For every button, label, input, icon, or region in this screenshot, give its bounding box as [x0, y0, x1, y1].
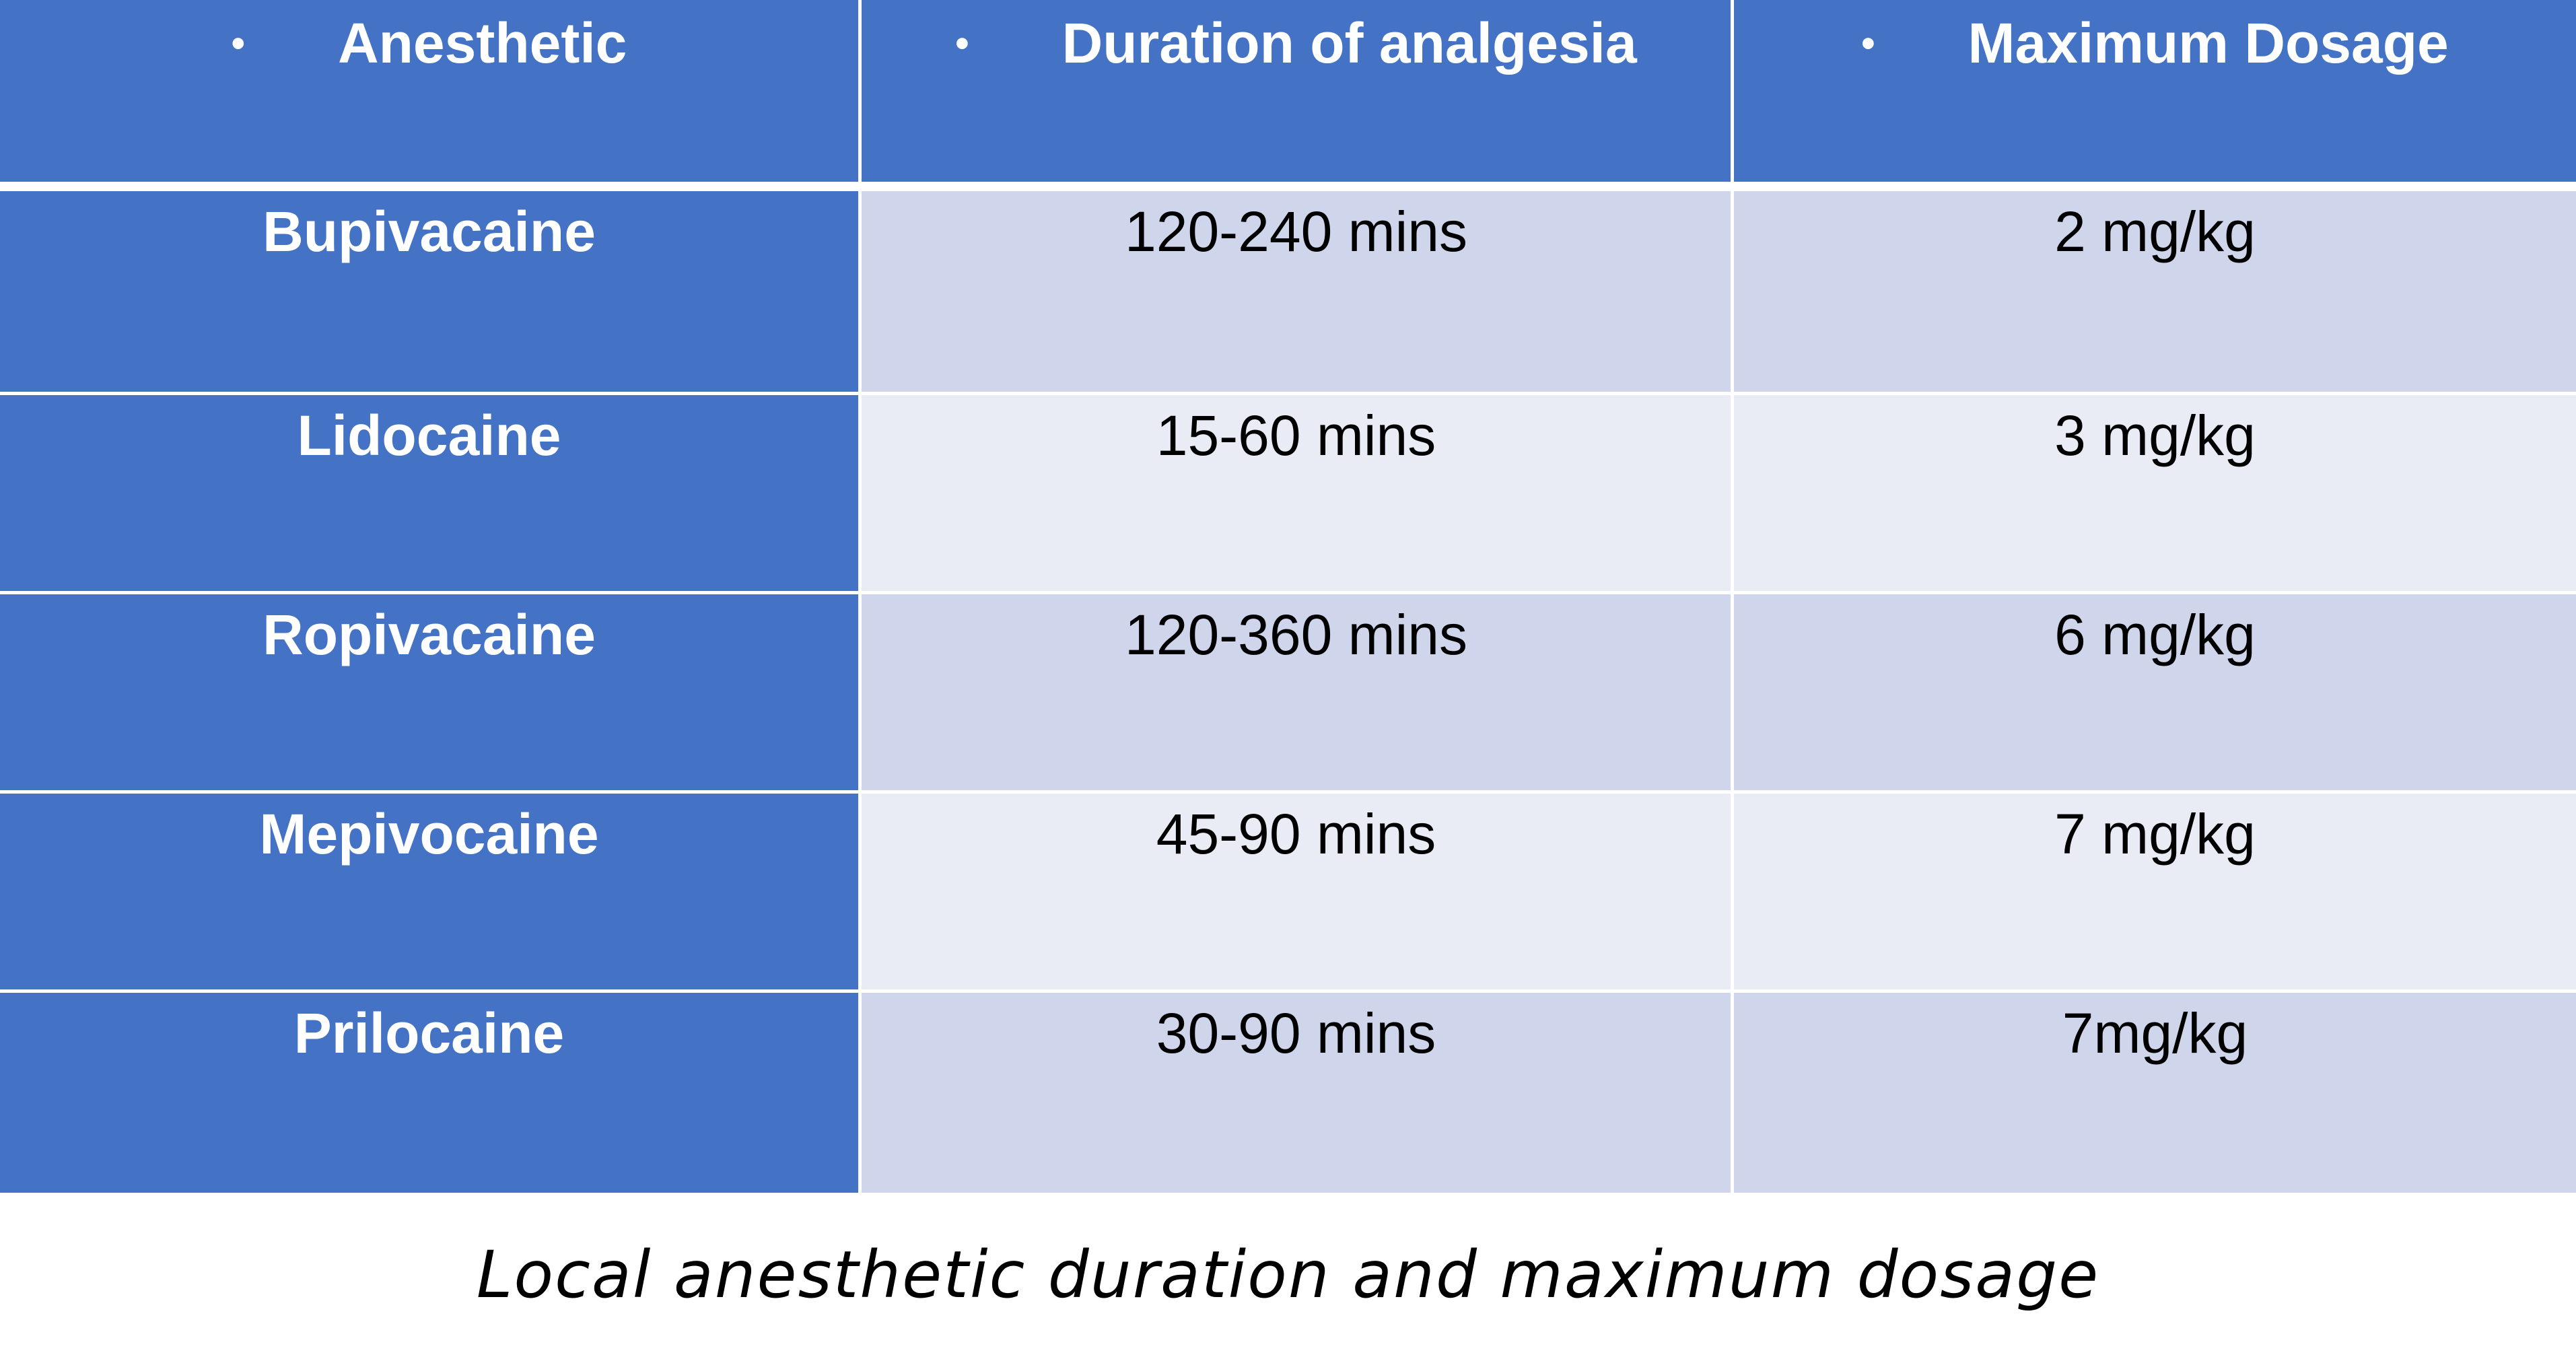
cell-anesthetic: Prilocaine [0, 989, 858, 1193]
cell-dosage: 6 mg/kg [1731, 591, 2576, 790]
header-duration: • Duration of analgesia [858, 0, 1731, 191]
header-max-dosage: • Maximum Dosage [1731, 0, 2576, 191]
cell-anesthetic: Mepivocaine [0, 790, 858, 989]
cell-duration: 30-90 mins [858, 989, 1731, 1193]
header-label: Anesthetic [337, 11, 627, 75]
cell-dosage: 7 mg/kg [1731, 790, 2576, 989]
cell-duration: 120-240 mins [858, 191, 1731, 392]
bullet-icon: • [231, 22, 245, 65]
cell-dosage: 3 mg/kg [1731, 392, 2576, 591]
table-caption: Local anesthetic duration and maximum do… [476, 1237, 2100, 1313]
cell-duration: 120-360 mins [858, 591, 1731, 790]
anesthetic-table: • Anesthetic • Duration of analgesia • M… [0, 0, 2576, 1193]
cell-anesthetic: Bupivacaine [0, 191, 858, 392]
header-label: Maximum Dosage [1968, 11, 2449, 75]
cell-anesthetic: Lidocaine [0, 392, 858, 591]
cell-duration: 15-60 mins [858, 392, 1731, 591]
header-label: Duration of analgesia [1061, 11, 1637, 75]
cell-dosage: 7mg/kg [1731, 989, 2576, 1193]
bullet-icon: • [955, 22, 969, 65]
bullet-icon: • [1861, 22, 1875, 65]
cell-anesthetic: Ropivacaine [0, 591, 858, 790]
cell-dosage: 2 mg/kg [1731, 191, 2576, 392]
header-anesthetic: • Anesthetic [0, 0, 858, 191]
cell-duration: 45-90 mins [858, 790, 1731, 989]
